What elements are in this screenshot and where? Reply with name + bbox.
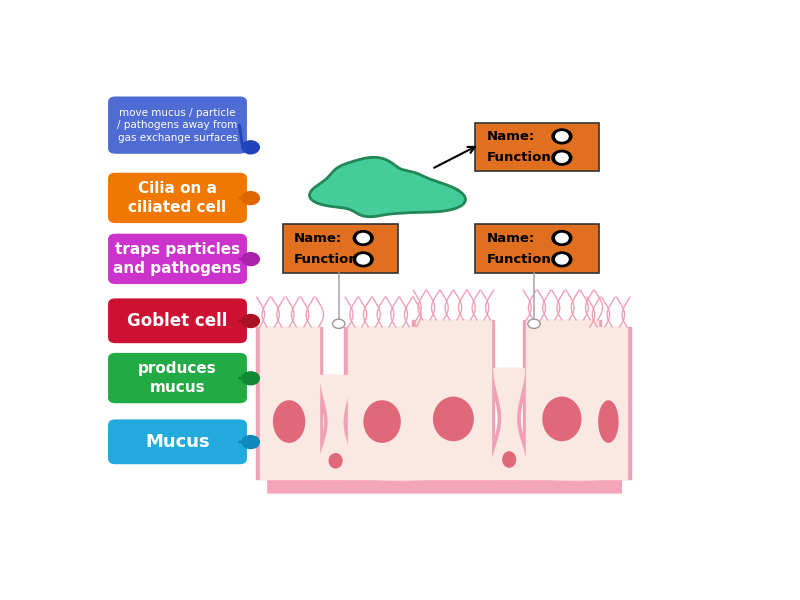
Text: Function:: Function: xyxy=(486,151,556,164)
FancyBboxPatch shape xyxy=(283,224,398,273)
Polygon shape xyxy=(260,327,318,479)
Text: Goblet cell: Goblet cell xyxy=(127,312,228,330)
Circle shape xyxy=(552,129,572,144)
FancyBboxPatch shape xyxy=(475,224,599,273)
Circle shape xyxy=(556,132,568,141)
FancyBboxPatch shape xyxy=(108,353,247,403)
Polygon shape xyxy=(489,368,530,479)
Circle shape xyxy=(242,141,259,154)
Circle shape xyxy=(528,319,540,328)
Polygon shape xyxy=(522,320,602,479)
Text: move mucus / particle
/ pathogens away from
gas exchange surfaces: move mucus / particle / pathogens away f… xyxy=(118,108,238,143)
Text: Cilia on a
ciliated cell: Cilia on a ciliated cell xyxy=(129,181,226,215)
FancyBboxPatch shape xyxy=(108,173,247,223)
Ellipse shape xyxy=(502,451,516,468)
Circle shape xyxy=(242,191,259,205)
FancyBboxPatch shape xyxy=(475,123,599,172)
Circle shape xyxy=(242,314,259,328)
Circle shape xyxy=(242,436,259,449)
Polygon shape xyxy=(590,327,627,479)
Ellipse shape xyxy=(542,397,582,441)
Polygon shape xyxy=(256,327,322,479)
FancyBboxPatch shape xyxy=(108,97,247,154)
Polygon shape xyxy=(310,157,466,217)
Polygon shape xyxy=(486,368,533,479)
Circle shape xyxy=(556,233,568,242)
Ellipse shape xyxy=(598,400,618,443)
Circle shape xyxy=(556,255,568,264)
Text: Function:: Function: xyxy=(294,253,364,266)
Ellipse shape xyxy=(329,453,342,469)
Polygon shape xyxy=(348,327,416,479)
Text: produces
mucus: produces mucus xyxy=(138,361,217,395)
Ellipse shape xyxy=(363,400,401,443)
Text: Name:: Name: xyxy=(294,232,342,245)
FancyBboxPatch shape xyxy=(108,419,247,464)
Ellipse shape xyxy=(433,397,474,441)
Polygon shape xyxy=(526,320,598,479)
Circle shape xyxy=(354,230,373,245)
Circle shape xyxy=(552,230,572,245)
Text: Function:: Function: xyxy=(486,253,556,266)
FancyBboxPatch shape xyxy=(108,298,247,343)
Polygon shape xyxy=(586,327,630,479)
Polygon shape xyxy=(315,376,356,479)
Circle shape xyxy=(242,372,259,385)
Polygon shape xyxy=(413,320,494,479)
Circle shape xyxy=(357,233,370,242)
Polygon shape xyxy=(416,320,490,479)
Text: traps particles
and pathogens: traps particles and pathogens xyxy=(114,242,242,275)
Circle shape xyxy=(354,252,373,267)
Text: Mucus: Mucus xyxy=(145,433,210,451)
Text: Name:: Name: xyxy=(486,232,534,245)
FancyBboxPatch shape xyxy=(108,233,247,284)
Text: Name:: Name: xyxy=(486,130,534,143)
Polygon shape xyxy=(344,327,420,479)
Circle shape xyxy=(242,253,259,266)
Circle shape xyxy=(357,255,370,264)
Circle shape xyxy=(552,252,572,267)
Circle shape xyxy=(552,151,572,165)
Ellipse shape xyxy=(273,400,306,443)
Circle shape xyxy=(333,319,345,328)
Polygon shape xyxy=(312,376,359,479)
Circle shape xyxy=(556,153,568,163)
